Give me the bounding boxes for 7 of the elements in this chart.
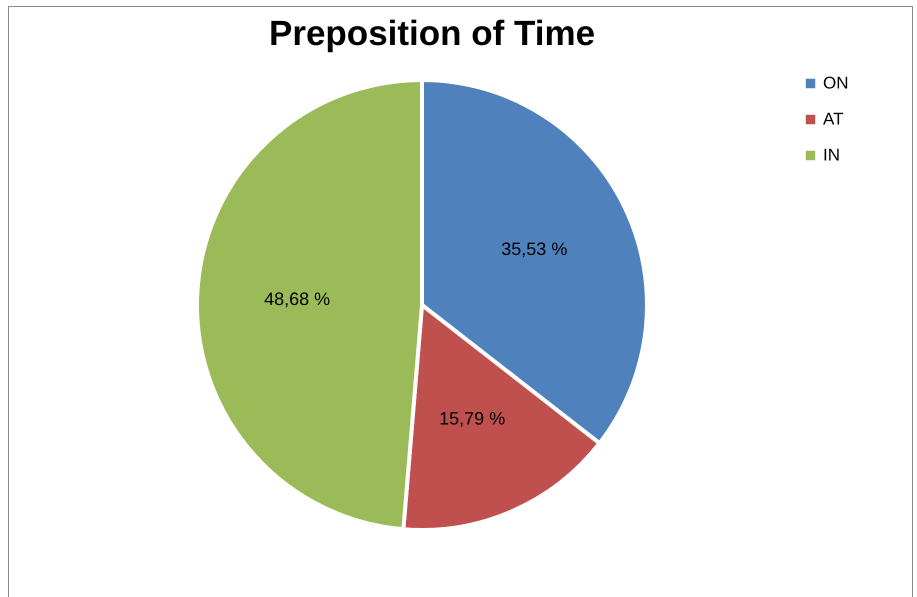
legend-label: IN xyxy=(823,146,840,164)
data-label: 15,79 % xyxy=(439,408,506,428)
data-label: 35,53 % xyxy=(501,239,568,260)
legend-label: ON xyxy=(823,74,848,92)
data-label: 48,68 % xyxy=(264,288,330,309)
legend-label: AT xyxy=(823,110,844,128)
chart-title: Preposition of Time xyxy=(269,14,596,53)
